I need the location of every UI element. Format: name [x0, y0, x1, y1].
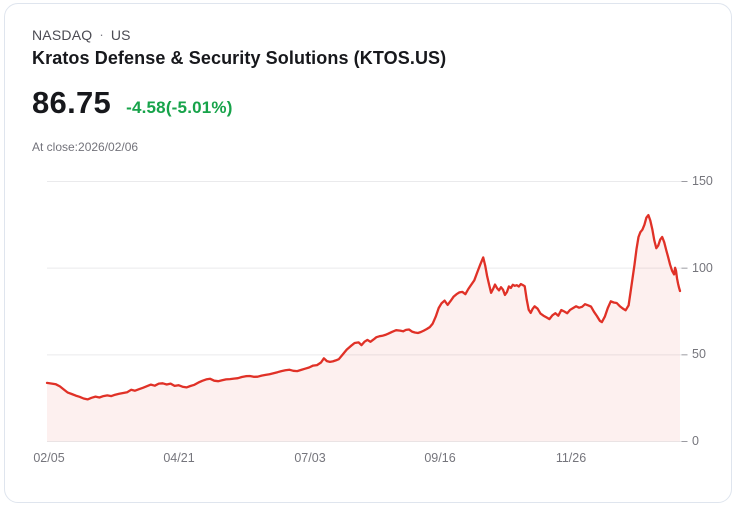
- exchange-row: NASDAQ · US: [32, 27, 131, 43]
- last-price: 86.75: [32, 85, 112, 120]
- price-change: -4.58(-5.01%): [126, 98, 233, 117]
- stock-quote-card: NASDAQ · US Kratos Defense & Security So…: [4, 3, 732, 503]
- as-of-close-date: At close:2026/02/06: [32, 140, 139, 154]
- stock-title: Kratos Defense & Security Solutions (KTO…: [32, 48, 447, 68]
- y-axis-label: 100: [692, 260, 713, 275]
- x-axis-label: 09/16: [424, 451, 456, 465]
- x-axis-label: 07/03: [294, 451, 326, 465]
- region-label: US: [110, 27, 131, 43]
- x-axis-label: 11/26: [555, 451, 587, 465]
- x-axis-label: 04/21: [163, 451, 195, 465]
- price-area-fill: [47, 215, 680, 442]
- y-axis-label: 0: [692, 434, 699, 448]
- y-axis-label: 50: [692, 347, 706, 362]
- x-axis-label: 02/05: [33, 451, 65, 465]
- dot-separator: ·: [99, 27, 104, 42]
- price-row: 86.75 -4.58(-5.01%): [32, 87, 233, 118]
- price-line: [45, 213, 682, 401]
- y-axis-label: 150: [692, 174, 713, 188]
- exchange-label: NASDAQ: [32, 27, 93, 43]
- price-chart[interactable]: [5, 4, 736, 512]
